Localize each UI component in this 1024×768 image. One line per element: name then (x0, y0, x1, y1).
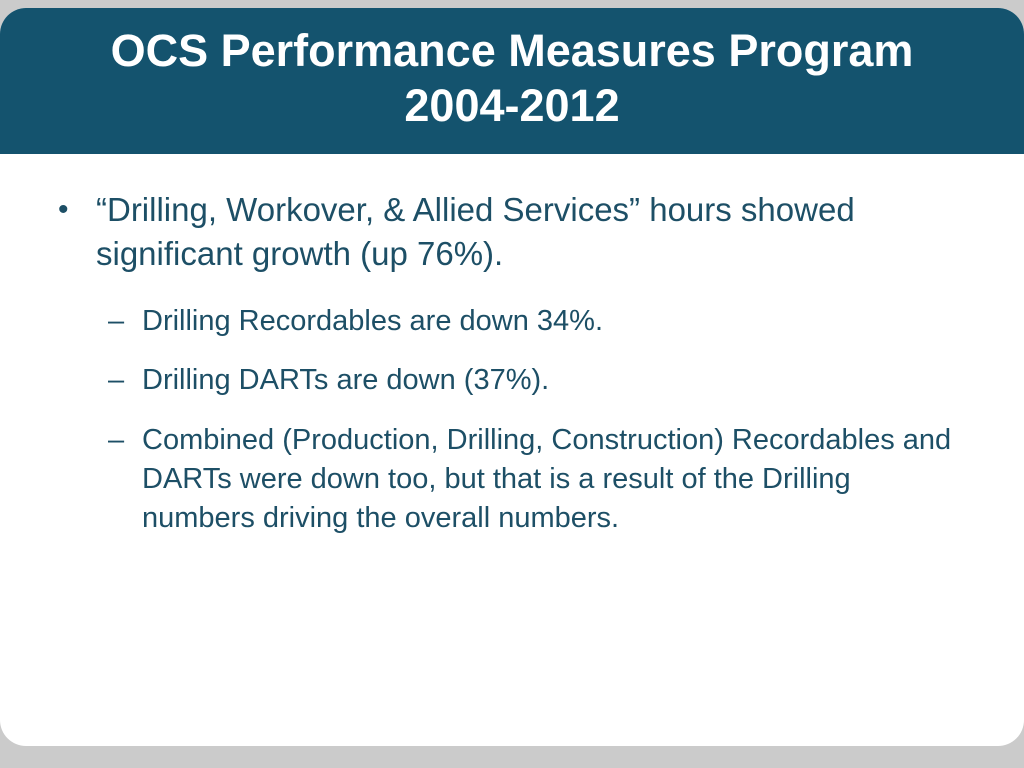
sub-bullet-2: – Drilling DARTs are down (37%). (108, 361, 962, 400)
main-bullet: • “Drilling, Workover, & Allied Services… (58, 188, 962, 276)
main-bullet-text: “Drilling, Workover, & Allied Services” … (96, 190, 855, 272)
slide-body: • “Drilling, Workover, & Allied Services… (0, 154, 1024, 746)
sub-bullet-1-text: Drilling Recordables are down 34%. (142, 305, 604, 338)
slide: OCS Performance Measures Program 2004-20… (0, 8, 1024, 746)
dash-icon: – (108, 423, 125, 456)
sub-bullet-3-text: Combined (Production, Drilling, Construc… (142, 423, 952, 534)
slide-title-line2: 2004-2012 (404, 79, 620, 131)
dash-icon: – (108, 305, 125, 338)
sub-bullet-1: – Drilling Recordables are down 34%. (108, 302, 962, 341)
slide-title-line1: OCS Performance Measures Program (110, 25, 914, 76)
sub-bullet-2-text: Drilling DARTs are down (37%). (142, 364, 550, 397)
sub-bullet-3: – Combined (Production, Drilling, Constr… (108, 421, 962, 538)
bullet-icon: • (58, 192, 69, 226)
dash-icon: – (108, 364, 125, 397)
slide-title-bar: OCS Performance Measures Program 2004-20… (0, 8, 1024, 154)
